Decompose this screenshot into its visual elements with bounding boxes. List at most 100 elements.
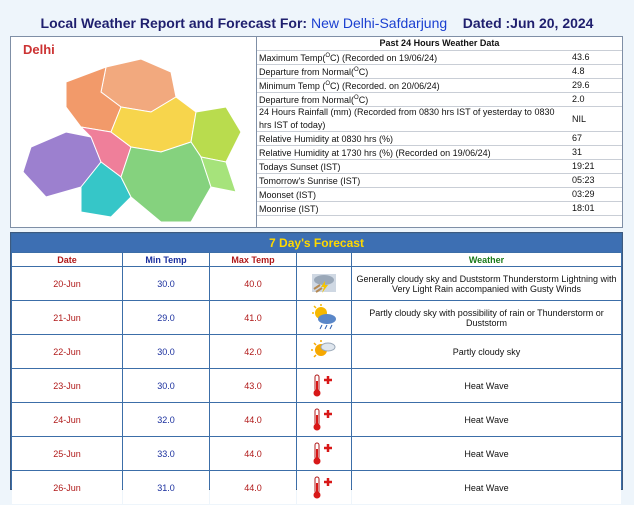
forecast-weather: Heat Wave (352, 437, 621, 470)
forecast-date: 26-Jun (12, 471, 122, 504)
forecast-weather: Heat Wave (352, 369, 621, 402)
forecast-min-temp: 31.0 (123, 471, 209, 504)
forecast-row: 21-Jun 29.0 41.0 Partly cloudy sky with pos… (12, 301, 621, 334)
past24-label: Moonrise (IST) (257, 201, 570, 216)
past24-row: Moonset (IST) 03:29 (257, 187, 622, 202)
past24-label-unit: C) (358, 95, 369, 105)
forecast-max-temp: 44.0 (210, 403, 296, 436)
past24-value: 03:29 (570, 187, 622, 202)
forecast-weather: Generally cloudy sky and Duststorm Thund… (352, 267, 621, 300)
degree-sup: O (325, 53, 331, 59)
past24-label-text: 24 Hours Rainfall (mm) (Recorded from 08… (259, 107, 555, 130)
title-text: Local Weather Report and Forecast For: (40, 15, 308, 31)
city-label: Delhi (23, 42, 55, 57)
past24-label: Departure from Normal(OC) (257, 92, 570, 107)
heat-wave-icon (310, 440, 338, 468)
heat-wave-icon (310, 372, 338, 400)
past24-table: Maximum Temp(OC) (Recorded on 19/06/24) 4… (257, 50, 622, 216)
past24-value: 2.0 (570, 92, 622, 107)
partly-cloudy-icon (310, 339, 338, 365)
forecast-row: 20-Jun 30.0 40.0 Generally cloudy sky and D… (12, 267, 621, 300)
past24-row: 24 Hours Rainfall (mm) (Recorded from 08… (257, 106, 622, 132)
col-header-weather: Weather (352, 253, 621, 266)
past24-label: 24 Hours Rainfall (mm) (Recorded from 08… (257, 106, 570, 132)
past24-value: 05:23 (570, 173, 622, 188)
past24-value: 18:01 (570, 201, 622, 216)
forecast-row: 23-Jun 30.0 43.0 Heat Wave (12, 369, 621, 402)
degree-sup: O (354, 67, 359, 73)
forecast-date: 21-Jun (12, 301, 122, 334)
past24-label: Departure from Normal(OC) (257, 64, 570, 79)
forecast-icon-cell (297, 437, 351, 470)
forecast-icon-cell (297, 403, 351, 436)
forecast-min-temp: 32.0 (123, 403, 209, 436)
forecast-icon-cell (297, 369, 351, 402)
past24-label: Tomorrow's Sunrise (IST) (257, 173, 570, 188)
forecast-weather: Partly cloudy sky (352, 335, 621, 368)
past24-row: Tomorrow's Sunrise (IST) 05:23 (257, 173, 622, 188)
col-header-max-temp: Max Temp (210, 253, 296, 266)
past24-value: 31 (570, 145, 622, 160)
forecast-row: 26-Jun 31.0 44.0 Heat Wave (12, 471, 621, 504)
forecast-weather: Partly cloudy sky with possibility of ra… (352, 301, 621, 334)
delhi-map: Delhi (11, 37, 257, 227)
forecast-row: 25-Jun 33.0 44.0 Heat Wave (12, 437, 621, 470)
forecast-date: 20-Jun (12, 267, 122, 300)
past24-label-text: Tomorrow's Sunrise (IST) (259, 176, 361, 186)
forecast-date: 22-Jun (12, 335, 122, 368)
forecast-row: 24-Jun 32.0 44.0 Heat Wave (12, 403, 621, 436)
past24-label-text: Todays Sunset (IST) (259, 162, 341, 172)
past24-row: Relative Humidity at 0830 hrs (%) 67 (257, 131, 622, 146)
forecast-max-temp: 42.0 (210, 335, 296, 368)
forecast-max-temp: 43.0 (210, 369, 296, 402)
past24-label-unit: C) (Recorded on 19/06/24) (330, 53, 438, 63)
forecast-table: 20-Jun 30.0 40.0 Generally cloudy sky and D… (12, 267, 621, 504)
degree-sup: O (325, 81, 331, 87)
past24-value: 67 (570, 131, 622, 146)
past24-label: Moonset (IST) (257, 187, 570, 202)
past24-value: 29.6 (570, 78, 622, 93)
past24-row: Todays Sunset (IST) 19:21 (257, 159, 622, 174)
forecast-title: 7 Day's Forecast (12, 234, 621, 252)
heat-wave-icon (310, 474, 338, 502)
duststorm-thunder-icon (310, 271, 338, 297)
past24-value: NIL (570, 106, 622, 132)
past24-label-text: Moonrise (IST) (259, 204, 319, 214)
forecast-icon-cell (297, 471, 351, 504)
page-title: Local Weather Report and Forecast For: N… (0, 15, 634, 31)
forecast-icon-cell (297, 335, 351, 368)
forecast-min-temp: 30.0 (123, 267, 209, 300)
forecast-weather: Heat Wave (352, 471, 621, 504)
forecast-weather: Heat Wave (352, 403, 621, 436)
forecast-icon-cell (297, 301, 351, 334)
past24-label: Maximum Temp(OC) (Recorded on 19/06/24) (257, 50, 570, 65)
forecast-panel: 7 Day's Forecast Date Min Temp Max Temp … (10, 232, 623, 504)
past24-label-unit: C) (Recorded. on 20/06/24) (330, 81, 440, 91)
past24-label-unit: C) (358, 67, 369, 77)
past-24-hours-panel: Past 24 Hours Weather Data Maximum Temp(… (257, 37, 622, 216)
col-header-date: Date (12, 253, 122, 266)
past24-label: Todays Sunset (IST) (257, 159, 570, 174)
col-header-min-temp: Min Temp (123, 253, 209, 266)
report-date: Dated :Jun 20, 2024 (462, 15, 594, 31)
forecast-min-temp: 30.0 (123, 369, 209, 402)
past24-row: Moonrise (IST) 18:01 (257, 201, 622, 216)
past24-label-text: Maximum Temp( (259, 53, 326, 63)
past24-row: Departure from Normal(OC) 2.0 (257, 92, 622, 107)
forecast-date: 24-Jun (12, 403, 122, 436)
forecast-date: 25-Jun (12, 437, 122, 470)
current-weather-panel: Delhi Past 24 Hours Weather Data Maximum… (10, 36, 623, 228)
past24-row: Minimum Temp (OC) (Recorded. on 20/06/24… (257, 78, 622, 93)
past24-header: Past 24 Hours Weather Data (257, 37, 622, 51)
heat-wave-icon (310, 406, 338, 434)
forecast-max-temp: 40.0 (210, 267, 296, 300)
past24-label: Relative Humidity at 0830 hrs (%) (257, 131, 570, 146)
past24-label-text: Relative Humidity at 1730 hrs (%) (Recor… (259, 148, 491, 158)
past24-value: 43.6 (570, 50, 622, 65)
location-name: New Delhi-Safdarjung (310, 15, 448, 31)
sun-cloud-rain-icon (310, 303, 338, 332)
past24-label: Minimum Temp (OC) (Recorded. on 20/06/24… (257, 78, 570, 93)
delhi-district-map (22, 58, 242, 223)
forecast-max-temp: 44.0 (210, 437, 296, 470)
map-region-southeast (200, 156, 237, 193)
